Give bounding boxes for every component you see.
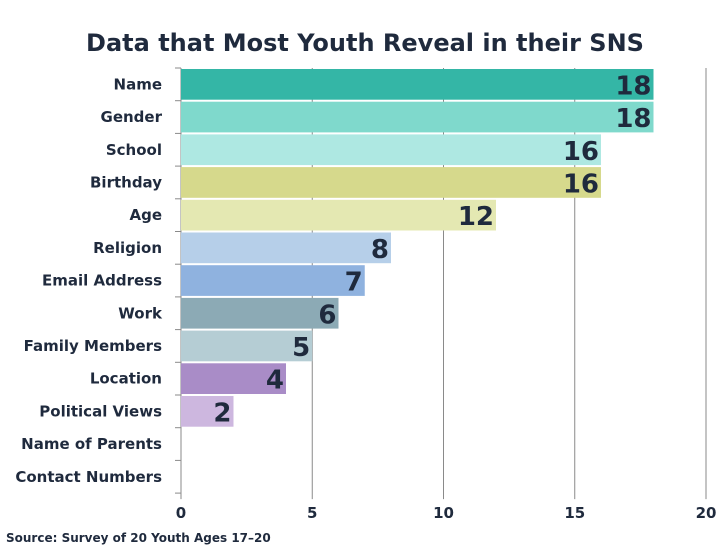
bar (181, 134, 601, 166)
x-tick-label: 20 (696, 504, 717, 522)
value-label: 12 (458, 202, 494, 232)
value-label: 16 (563, 169, 599, 199)
bar (181, 396, 234, 427)
value-label: 18 (615, 71, 651, 101)
bar (181, 363, 286, 394)
category-label: Birthday (90, 173, 162, 191)
x-tick-label: 15 (564, 504, 585, 522)
bar (181, 232, 391, 264)
value-label: 2 (213, 398, 231, 428)
x-axis: 0 5 10 15 20 (176, 504, 717, 522)
bar (181, 330, 313, 362)
chart-title: Data that Most Youth Reveal in their SNS (86, 29, 644, 57)
category-label: Gender (101, 108, 163, 126)
category-label: Family Members (24, 337, 162, 355)
category-label: Email Address (42, 272, 162, 290)
value-label: 5 (292, 333, 310, 363)
x-tick-label: 5 (307, 504, 317, 522)
category-label: School (106, 141, 162, 159)
value-label: 4 (266, 366, 284, 396)
category-label: Work (118, 304, 163, 322)
category-label: Name of Parents (21, 435, 162, 453)
x-tick-label: 10 (433, 504, 454, 522)
bar (181, 69, 654, 100)
value-label: 16 (563, 137, 599, 167)
bar (181, 297, 339, 329)
bars (181, 69, 654, 427)
value-label: 8 (371, 235, 389, 265)
source-note: Source: Survey of 20 Youth Ages 17–20 (6, 531, 271, 545)
bar (181, 199, 496, 231)
bar (181, 101, 654, 133)
bar (181, 265, 365, 296)
category-labels: Name Gender School Birthday Age Religion Email… (15, 75, 163, 485)
category-label: Age (129, 206, 162, 224)
category-label: Political Views (39, 402, 162, 420)
x-tick-label: 0 (176, 504, 186, 522)
category-label: Contact Numbers (15, 468, 162, 486)
bar (181, 167, 601, 198)
category-label: Location (90, 370, 162, 388)
category-label: Name (114, 75, 162, 93)
value-label: 6 (318, 300, 336, 330)
value-label: 18 (615, 104, 651, 134)
category-label: Religion (93, 239, 162, 257)
value-label: 7 (345, 268, 363, 298)
